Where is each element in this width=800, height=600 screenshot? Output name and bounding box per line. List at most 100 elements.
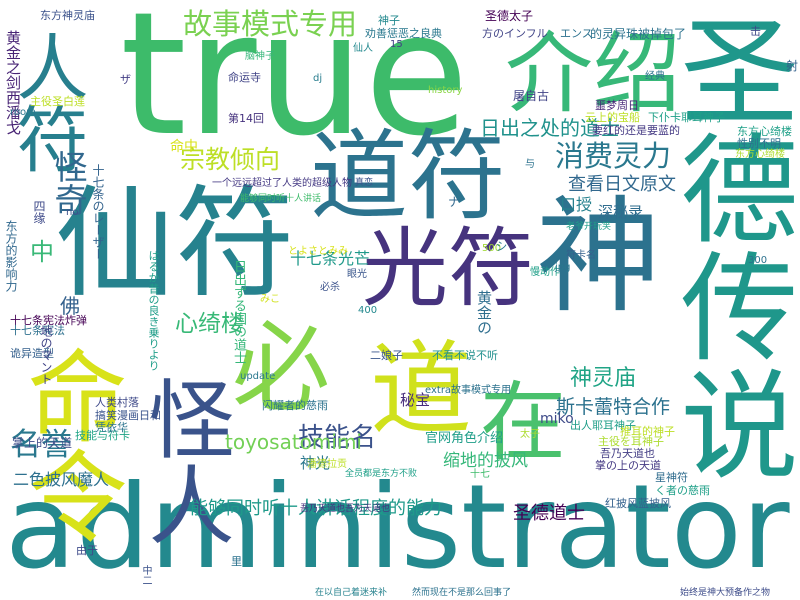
cloud-word: 15 [390, 39, 403, 50]
cloud-word: 光符 [362, 219, 534, 319]
cloud-word: dj [313, 73, 323, 84]
cloud-word: toyosatomimi [225, 430, 362, 454]
cloud-word: 慢动作 [530, 267, 560, 278]
cloud-word: 圣德传说 [660, 10, 798, 482]
cloud-word: 能够同时听十人讲话 [240, 194, 322, 204]
cloud-word: とよさとみみ [288, 246, 348, 257]
cloud-word: 掌の上の天道 [595, 459, 661, 472]
cloud-word: 官网角色介绍 [425, 431, 504, 446]
cloud-word: true [120, 0, 469, 174]
cloud-word: 真恋 [355, 178, 374, 188]
cloud-word: 黄金の [475, 290, 493, 335]
cloud-word: 云上的宝船 [585, 111, 640, 124]
cloud-word: 吾乃天道也 [600, 447, 655, 460]
cloud-word: 地のマント [39, 325, 53, 385]
cloud-word: 凭依华 [95, 421, 128, 434]
cloud-word: 里 [231, 555, 242, 568]
cloud-word: 怪人 [133, 375, 233, 547]
cloud-word: extra故事模式专用 [425, 385, 512, 396]
cloud-word: 缩地的披风 [443, 451, 528, 471]
cloud-word: 人符 [4, 30, 88, 174]
cloud-word: 击 [750, 25, 761, 38]
cloud-word: 搞笑漫画日和 [95, 409, 161, 422]
cloud-word: 主役を耳神子 [598, 435, 664, 448]
cloud-word: 佛 [60, 294, 80, 318]
cloud-word: 方のインフル [482, 27, 548, 40]
cloud-word: 太子 [520, 429, 540, 440]
cloud-word: 中 [30, 238, 54, 266]
cloud-word: 道符 [310, 120, 507, 234]
cloud-word: 十七条光芒 [290, 249, 371, 268]
cloud-word: シ [494, 240, 508, 252]
cloud-word: 由于 [76, 544, 98, 557]
cloud-word: 二色披风魔人 [13, 470, 110, 489]
cloud-word: 深秘录 [598, 203, 644, 221]
cloud-word: 屠自古 [513, 89, 550, 103]
cloud-word: 仙人 [353, 43, 373, 54]
cloud-word: 眼光 [347, 269, 367, 280]
cloud-word: 吾乃天道也吾为天道也 [300, 504, 391, 514]
cloud-word: 人类村落 [95, 396, 139, 409]
cloud-word: く者の慈雨 [655, 484, 710, 497]
cloud-word: 老爷开玩笑 [566, 222, 612, 232]
cloud-word: 命中 [170, 139, 198, 155]
cloud-word: 十七条のレーザー [91, 164, 105, 260]
cloud-word: 中二 [140, 565, 151, 585]
cloud-word: 300 [748, 255, 768, 266]
cloud-word: 脑神子 [245, 51, 275, 62]
cloud-word: 秘宝 [400, 391, 431, 409]
cloud-word: 十七条宪法 [10, 324, 65, 337]
cloud-word: 宗教倾向 [180, 145, 281, 174]
cloud-word: no [66, 207, 79, 218]
cloud-word: 推耳的神子 [620, 425, 675, 438]
cloud-word: 性别不明 [737, 137, 781, 150]
cloud-word: history [428, 85, 463, 96]
cloud-word: 四缘 [32, 200, 46, 224]
cloud-word: 一个远远超过了人类的超级人物 [212, 178, 352, 189]
cloud-word: 400 [358, 305, 378, 316]
cloud-word: 东方神灵庙 [40, 9, 95, 22]
cloud-word: 介绍 [505, 22, 682, 125]
cloud-word: 掌上的天道 [12, 436, 73, 450]
cloud-word: 500 [482, 243, 502, 254]
cloud-word: 要红的还是要蓝的 [592, 124, 680, 137]
cloud-word: 神子 [378, 14, 400, 27]
cloud-word: 下仆卡耶耳神子 [648, 111, 725, 124]
cloud-word: 潘德拉贡 [307, 459, 347, 470]
cloud-word: 劝善惩恶之良典 [365, 27, 442, 40]
cloud-word: 噩梦周日 [595, 99, 639, 112]
cloud-word: 闪耀者的慈雨 [262, 399, 328, 412]
cloud-word: 斯卡蕾特合作 [556, 396, 671, 418]
cloud-word: room [10, 107, 36, 118]
cloud-word: 怪奇 [49, 150, 88, 216]
cloud-word: 然而现在不是那么回事了 [412, 588, 512, 598]
cloud-word: 符卡名 [566, 250, 596, 261]
cloud-word: 在 [480, 373, 566, 473]
cloud-word: 命令 [10, 345, 127, 545]
cloud-word: 主役圣白莲 [30, 95, 85, 108]
cloud-word: 能够同时听十人讲话程度的能力 [190, 498, 442, 519]
cloud-word: エンス [560, 27, 593, 40]
cloud-word: みこ [260, 294, 280, 305]
cloud-word: 射 [786, 59, 799, 73]
cloud-word: 神 [536, 185, 661, 330]
cloud-word: 十七 [470, 469, 490, 480]
cloud-word: 神灵庙 [570, 366, 637, 391]
cloud-word: 黄金之剑西潘戈 [4, 30, 22, 135]
cloud-word: はるか昔の良き乗りより [147, 250, 160, 371]
cloud-word: 出人耶耳神子 [570, 419, 636, 432]
cloud-word: 东方的影响力 [4, 220, 18, 292]
cloud-word: 十七条宪法炸弹 [10, 314, 87, 327]
cloud-word: 第14回 [228, 112, 264, 125]
cloud-word: miko [540, 411, 574, 427]
cloud-word: 的灵异珠被掉包了 [590, 27, 687, 41]
cloud-word: 二娘子 [370, 349, 403, 362]
cloud-word: 始终是神大预备作之物 [680, 588, 771, 598]
cloud-word: 故事模式专用 [183, 7, 358, 41]
cloud-word: 圣德太子 [485, 9, 534, 23]
cloud-word: 与 [525, 159, 535, 170]
cloud-word: 口授 [560, 195, 593, 214]
cloud-word: 圣德道士 [513, 503, 585, 524]
cloud-word: 东方心绮楼 [735, 149, 785, 160]
